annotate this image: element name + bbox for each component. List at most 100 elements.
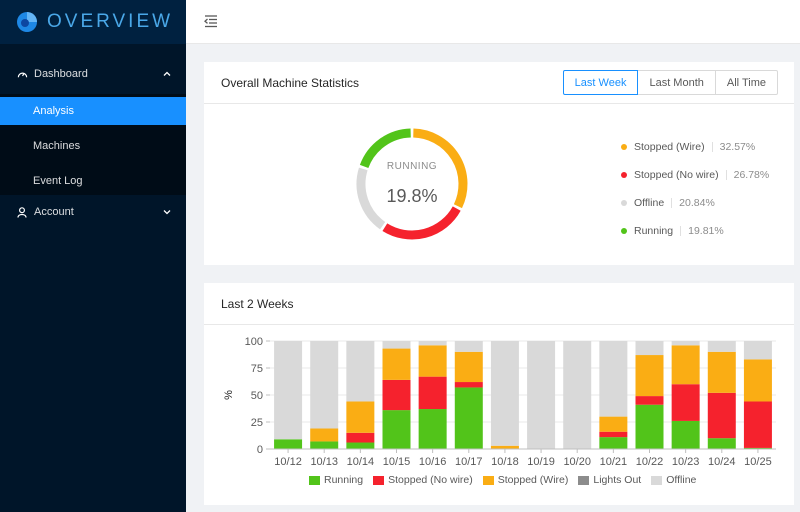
- bar-segment[interactable]: [274, 439, 303, 449]
- x-tick-label: 10/25: [744, 456, 772, 468]
- bar-segment[interactable]: [310, 441, 339, 449]
- range-all-time-button[interactable]: All Time: [714, 70, 778, 95]
- bar-segment[interactable]: [743, 359, 772, 402]
- y-tick-label: 0: [257, 444, 263, 456]
- menu-dashboard[interactable]: Dashboard: [0, 60, 186, 88]
- legend-item[interactable]: Stopped (No wire) 26.78%: [621, 161, 769, 189]
- bar-segment[interactable]: [382, 379, 411, 411]
- y-axis-label: %: [223, 390, 235, 400]
- range-last-month-button[interactable]: Last Month: [637, 70, 716, 95]
- bar-segment[interactable]: [743, 447, 772, 449]
- legend-dot: [621, 144, 627, 150]
- legend-label: Lights Out: [593, 474, 642, 486]
- bar-segment[interactable]: [490, 341, 519, 446]
- bar-segment[interactable]: [454, 341, 483, 352]
- x-tick-label: 10/13: [310, 456, 338, 468]
- donut-chart: [356, 128, 468, 240]
- bar-segment[interactable]: [743, 401, 772, 448]
- legend-item[interactable]: Stopped (Wire) 32.57%: [621, 133, 769, 161]
- bar-segment[interactable]: [599, 341, 628, 417]
- bar-segment[interactable]: [454, 351, 483, 383]
- x-tick-label: 10/20: [563, 456, 591, 468]
- last-2-weeks-card: Last 2 Weeks 0 25 50 75 100% 10/12 10/13 10/14 1…: [204, 283, 794, 505]
- donut-slice[interactable]: [382, 206, 461, 240]
- x-tick-label: 10/12: [274, 456, 302, 468]
- chart-legend-item[interactable]: Lights Out: [578, 474, 641, 486]
- donut-slice[interactable]: [413, 128, 468, 209]
- bar-segment[interactable]: [671, 384, 700, 421]
- x-tick-label: 10/15: [383, 456, 411, 468]
- range-last-week-button[interactable]: Last Week: [562, 70, 639, 95]
- bar-segment[interactable]: [454, 387, 483, 449]
- bar-segment[interactable]: [707, 392, 736, 439]
- sidebar-item-label: Machines: [33, 140, 81, 152]
- bar-segment[interactable]: [310, 428, 339, 442]
- bar-segment[interactable]: [635, 404, 664, 449]
- chart-legend-item[interactable]: Stopped (Wire): [482, 474, 569, 486]
- sidebar-item-label: Analysis: [33, 105, 74, 117]
- legend-percent: 19.81%: [688, 225, 724, 237]
- bar-segment[interactable]: [599, 437, 628, 449]
- legend-item[interactable]: Running 19.81%: [621, 217, 769, 245]
- donut-center-label: RUNNING: [386, 161, 438, 172]
- bar-segment[interactable]: [346, 432, 375, 443]
- chart-legend-item[interactable]: Running: [309, 474, 363, 486]
- card-title: Overall Machine Statistics: [221, 75, 360, 90]
- dashboard-submenu: Analysis Machines Event Log: [0, 94, 186, 195]
- bar-segment[interactable]: [382, 410, 411, 449]
- bar-segment[interactable]: [599, 431, 628, 438]
- card-header: Overall Machine Statistics: [204, 62, 794, 104]
- chart-legend-item[interactable]: Offline: [651, 474, 696, 486]
- bar-segment[interactable]: [599, 416, 628, 432]
- bar-segment[interactable]: [346, 401, 375, 433]
- card-title: Last 2 Weeks: [221, 296, 294, 311]
- bar-segment[interactable]: [707, 351, 736, 393]
- bar-segment[interactable]: [490, 445, 519, 449]
- nav-menu: Dashboard Analysis Machines Event Log Ac…: [0, 60, 186, 226]
- bar-segment[interactable]: [382, 341, 411, 349]
- sidebar-item-analysis[interactable]: Analysis: [0, 97, 186, 125]
- bar-segment[interactable]: [346, 341, 375, 402]
- bar-segment[interactable]: [418, 341, 447, 346]
- bar-segment[interactable]: [707, 438, 736, 449]
- legend-item[interactable]: Offline 20.84%: [621, 189, 769, 217]
- bar-segment[interactable]: [418, 345, 447, 377]
- overall-stats-card: Overall Machine Statistics Last Week Las…: [204, 62, 794, 265]
- donut-slice[interactable]: [356, 167, 386, 230]
- menu-account[interactable]: Account: [0, 198, 186, 226]
- bar-segment[interactable]: [671, 345, 700, 385]
- y-tick-label: 75: [251, 363, 263, 375]
- range-selector: Last Week Last Month All Time: [562, 70, 778, 95]
- bar-segment[interactable]: [346, 442, 375, 449]
- logo[interactable]: OVERVIEW: [0, 0, 186, 44]
- bar-chart-legend: Running Stopped (No wire) Stopped (Wire) Li…: [309, 474, 706, 486]
- dashboard-icon: [16, 68, 28, 80]
- bar-segment[interactable]: [418, 409, 447, 449]
- bar-segment[interactable]: [382, 348, 411, 380]
- chart-legend-item[interactable]: Stopped (No wire): [373, 474, 473, 486]
- bar-segment[interactable]: [743, 341, 772, 360]
- sidebar-item-machines[interactable]: Machines: [0, 132, 186, 160]
- legend-dot: [621, 228, 627, 234]
- bar-segment[interactable]: [707, 341, 736, 352]
- bar-segment[interactable]: [418, 376, 447, 410]
- sidebar-item-event-log[interactable]: Event Log: [0, 167, 186, 195]
- menu-fold-icon[interactable]: [203, 14, 219, 28]
- legend-label: Stopped (Wire): [497, 474, 569, 486]
- card-header: Last 2 Weeks: [204, 283, 794, 325]
- legend-name: Stopped (No wire): [634, 169, 719, 181]
- bar-segment[interactable]: [274, 341, 303, 440]
- bar-segment[interactable]: [310, 341, 339, 429]
- bar-segment[interactable]: [527, 341, 556, 449]
- bar-segment[interactable]: [671, 420, 700, 449]
- legend-divider: [711, 142, 713, 152]
- bar-segment[interactable]: [635, 355, 664, 397]
- menu-account-label: Account: [34, 206, 74, 218]
- bar-segment[interactable]: [671, 341, 700, 346]
- bar-segment[interactable]: [635, 341, 664, 356]
- bar-segment[interactable]: [454, 382, 483, 388]
- legend-swatch: [578, 475, 590, 485]
- donut-slice[interactable]: [359, 128, 411, 169]
- bar-segment[interactable]: [635, 396, 664, 405]
- bar-segment[interactable]: [563, 341, 592, 449]
